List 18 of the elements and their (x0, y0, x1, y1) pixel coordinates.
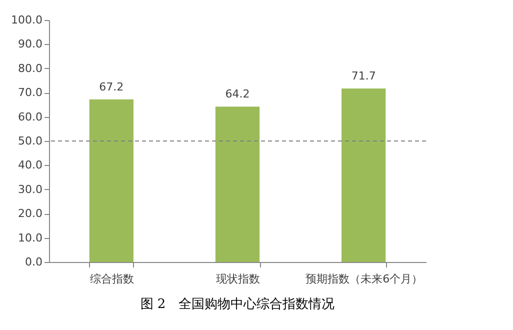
y-tick-label: 100.0 (11, 14, 42, 26)
y-tick-label: 80.0 (18, 62, 42, 75)
y-tick-label: 70.0 (18, 86, 42, 100)
data-label: 71.7 (351, 69, 376, 82)
x-tick-label: 预期指数（未来6个月） (306, 272, 423, 286)
text: 图 2 全国购物中心综合指数情况 (140, 296, 335, 312)
y-tick-label: 90.0 (18, 38, 42, 51)
y-tick-label: 0.0 (25, 256, 42, 268)
y-tick-label: 40.0 (18, 158, 42, 172)
data-label: 67.2 (99, 80, 124, 94)
x-tick-label: 综合指数 (90, 272, 134, 286)
y-tick-label: 60.0 (18, 110, 42, 124)
y-tick-label: 10.0 (18, 231, 42, 244)
y-tick-label: 20.0 (18, 207, 42, 220)
x-tick-label: 现状指数 (216, 272, 260, 286)
y-tick-label: 50.0 (18, 134, 42, 148)
data-label: 64.2 (225, 88, 250, 101)
y-tick-label: 30.0 (18, 182, 42, 196)
